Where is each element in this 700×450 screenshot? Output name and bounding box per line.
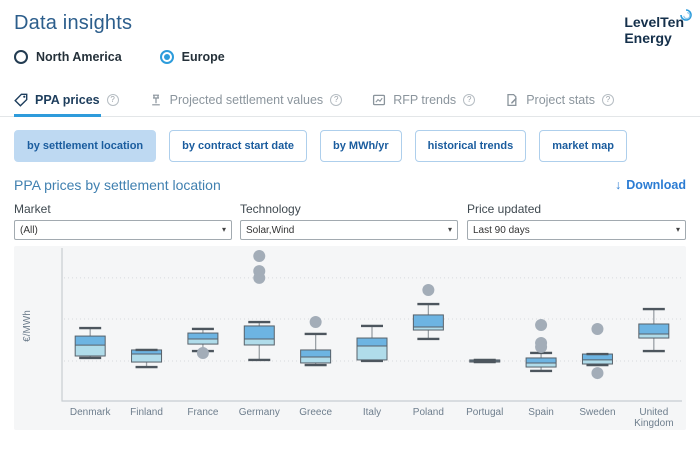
gavel-icon [149, 93, 163, 107]
tab-label: Projected settlement values [169, 93, 324, 107]
box-portugal[interactable]: Portugal [466, 358, 503, 418]
box-united-kingdom[interactable]: United Kingdom [634, 307, 674, 429]
levelten-logo: LevelTen Energy [624, 9, 692, 46]
document-pencil-icon [505, 93, 519, 107]
download-icon: ↓ [615, 178, 622, 192]
logo-swirl-icon [678, 7, 694, 26]
x-tick-label: Greece [299, 407, 332, 418]
subtab-by-settlement-location[interactable]: by settlement location [14, 130, 157, 162]
box-spain[interactable]: Spain [525, 319, 557, 418]
x-tick-label: Finland [130, 407, 163, 418]
box-france[interactable]: France [187, 327, 219, 418]
tab-label: RFP trends [393, 93, 457, 107]
box-denmark[interactable]: Denmark [70, 326, 112, 418]
tab-label: PPA prices [35, 93, 100, 107]
technology-filter: Technology Solar,Wind ▾ [240, 202, 458, 240]
radio-unselected-icon[interactable] [14, 50, 28, 64]
chart-panel: €/MWh Denmark Finland France Germany Greece It… [14, 246, 686, 430]
technology-select[interactable]: Solar,Wind ▾ [240, 220, 458, 240]
subtab-by-contract-start-date[interactable]: by contract start date [169, 130, 308, 162]
x-tick-label: Poland [413, 407, 444, 418]
market-filter-label: Market [14, 202, 51, 216]
outlier-point [422, 284, 435, 297]
logo-line1: LevelTen [624, 14, 684, 30]
tab-rfp-trends[interactable]: RFP trends ? [372, 93, 476, 107]
page-title: Data insights [14, 12, 133, 34]
chevron-down-icon: ▾ [221, 225, 226, 234]
box-poland[interactable]: Poland [413, 284, 444, 418]
document-chart-icon [372, 93, 386, 107]
x-tick-label: Sweden [579, 407, 615, 418]
price-updated-filter-label: Price updated [467, 202, 542, 216]
outlier-point [591, 322, 604, 335]
view-subtabs: by settlement location by contract start… [14, 130, 627, 162]
region-radio-europe[interactable]: Europe [159, 50, 225, 64]
svg-text:€/MWh: €/MWh [22, 310, 33, 342]
logo-line2: Energy [624, 30, 672, 46]
x-tick-label: United Kingdom [634, 407, 673, 429]
x-tick-label: Portugal [466, 407, 503, 418]
x-tick-label: France [187, 407, 219, 418]
outlier-point [535, 319, 548, 332]
outlier-point [309, 316, 322, 329]
download-button[interactable]: ↓ Download [615, 178, 686, 192]
region-radio-north-america[interactable]: North America [14, 50, 122, 64]
technology-select-value: Solar,Wind [246, 225, 295, 236]
price-updated-select[interactable]: Last 90 days ▾ [467, 220, 686, 240]
help-icon[interactable]: ? [601, 94, 614, 106]
tab-projected-settlement-values[interactable]: Projected settlement values ? [149, 93, 343, 107]
region-label: North America [36, 50, 122, 64]
outlier-point [253, 271, 266, 284]
subtab-by-mwh-yr[interactable]: by MWh/yr [320, 130, 402, 162]
x-tick-label: Germany [239, 407, 280, 418]
outlier-point [253, 250, 266, 263]
technology-filter-label: Technology [240, 202, 301, 216]
market-select[interactable]: (All) ▾ [14, 220, 232, 240]
price-updated-select-value: Last 90 days [473, 225, 530, 236]
box-italy[interactable]: Italy [356, 324, 388, 418]
chevron-down-icon: ▾ [675, 225, 680, 234]
subtab-historical-trends[interactable]: historical trends [414, 130, 527, 162]
price-tag-icon [14, 93, 28, 107]
x-tick-label: Denmark [70, 407, 112, 418]
price-box-plot[interactable]: €/MWh Denmark Finland France Germany Greece It… [14, 246, 686, 430]
tab-project-stats[interactable]: Project stats ? [505, 93, 614, 107]
box-greece[interactable]: Greece [299, 316, 332, 418]
market-filter: Market (All) ▾ [14, 202, 232, 240]
help-icon[interactable]: ? [330, 94, 343, 106]
outlier-point [591, 367, 604, 380]
box-finland[interactable]: Finland [130, 348, 163, 418]
outlier-point [535, 340, 548, 353]
region-toggle: North America Europe [14, 50, 225, 64]
main-tab-bar: PPA prices ? Projected settlement values… [0, 84, 700, 117]
tab-ppa-prices[interactable]: PPA prices ? [14, 93, 119, 107]
chevron-down-icon: ▾ [447, 225, 452, 234]
tab-label: Project stats [526, 93, 595, 107]
download-label: Download [626, 178, 686, 192]
market-select-value: (All) [20, 225, 38, 236]
price-updated-filter: Price updated Last 90 days ▾ [467, 202, 686, 240]
box-sweden[interactable]: Sweden [579, 322, 616, 418]
radio-selected-icon[interactable] [159, 50, 174, 64]
section-header: PPA prices by settlement location ↓ Down… [14, 177, 686, 193]
box-germany[interactable]: Germany [239, 250, 280, 418]
x-tick-label: Spain [528, 407, 554, 418]
help-icon[interactable]: ? [106, 94, 119, 106]
x-tick-label: Italy [363, 407, 381, 418]
outlier-point [196, 346, 209, 359]
active-tab-underline [14, 114, 101, 117]
region-label: Europe [181, 50, 225, 64]
help-icon[interactable]: ? [463, 94, 476, 106]
section-title: PPA prices by settlement location [14, 177, 221, 193]
subtab-market-map[interactable]: market map [539, 130, 627, 162]
